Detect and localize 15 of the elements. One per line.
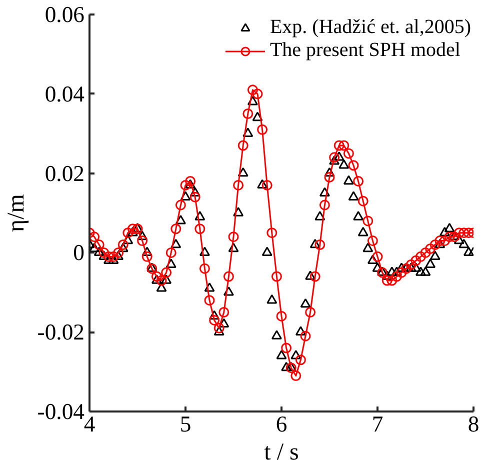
x-tick-label: 6: [276, 412, 288, 436]
x-tick-label: 4: [84, 412, 96, 436]
x-tick-label: 5: [180, 412, 192, 436]
y-tick-label: -0.04: [37, 399, 85, 424]
legend-label: Exp. (Hadžić et. al,2005): [270, 16, 471, 39]
y-tick-label: 0.02: [44, 160, 85, 186]
legend-label: The present SPH model: [270, 39, 460, 62]
y-axis-title: η/m: [3, 194, 30, 232]
y-tick-label: 0.04: [44, 81, 85, 106]
x-axis-title: t / s: [264, 440, 299, 466]
y-tick-label: -0.02: [37, 320, 85, 345]
y-tick-label: 0.06: [44, 2, 85, 27]
y-tick-label: 0: [73, 240, 84, 266]
x-tick-label: 8: [468, 412, 480, 436]
x-tick-label: 7: [372, 412, 384, 436]
